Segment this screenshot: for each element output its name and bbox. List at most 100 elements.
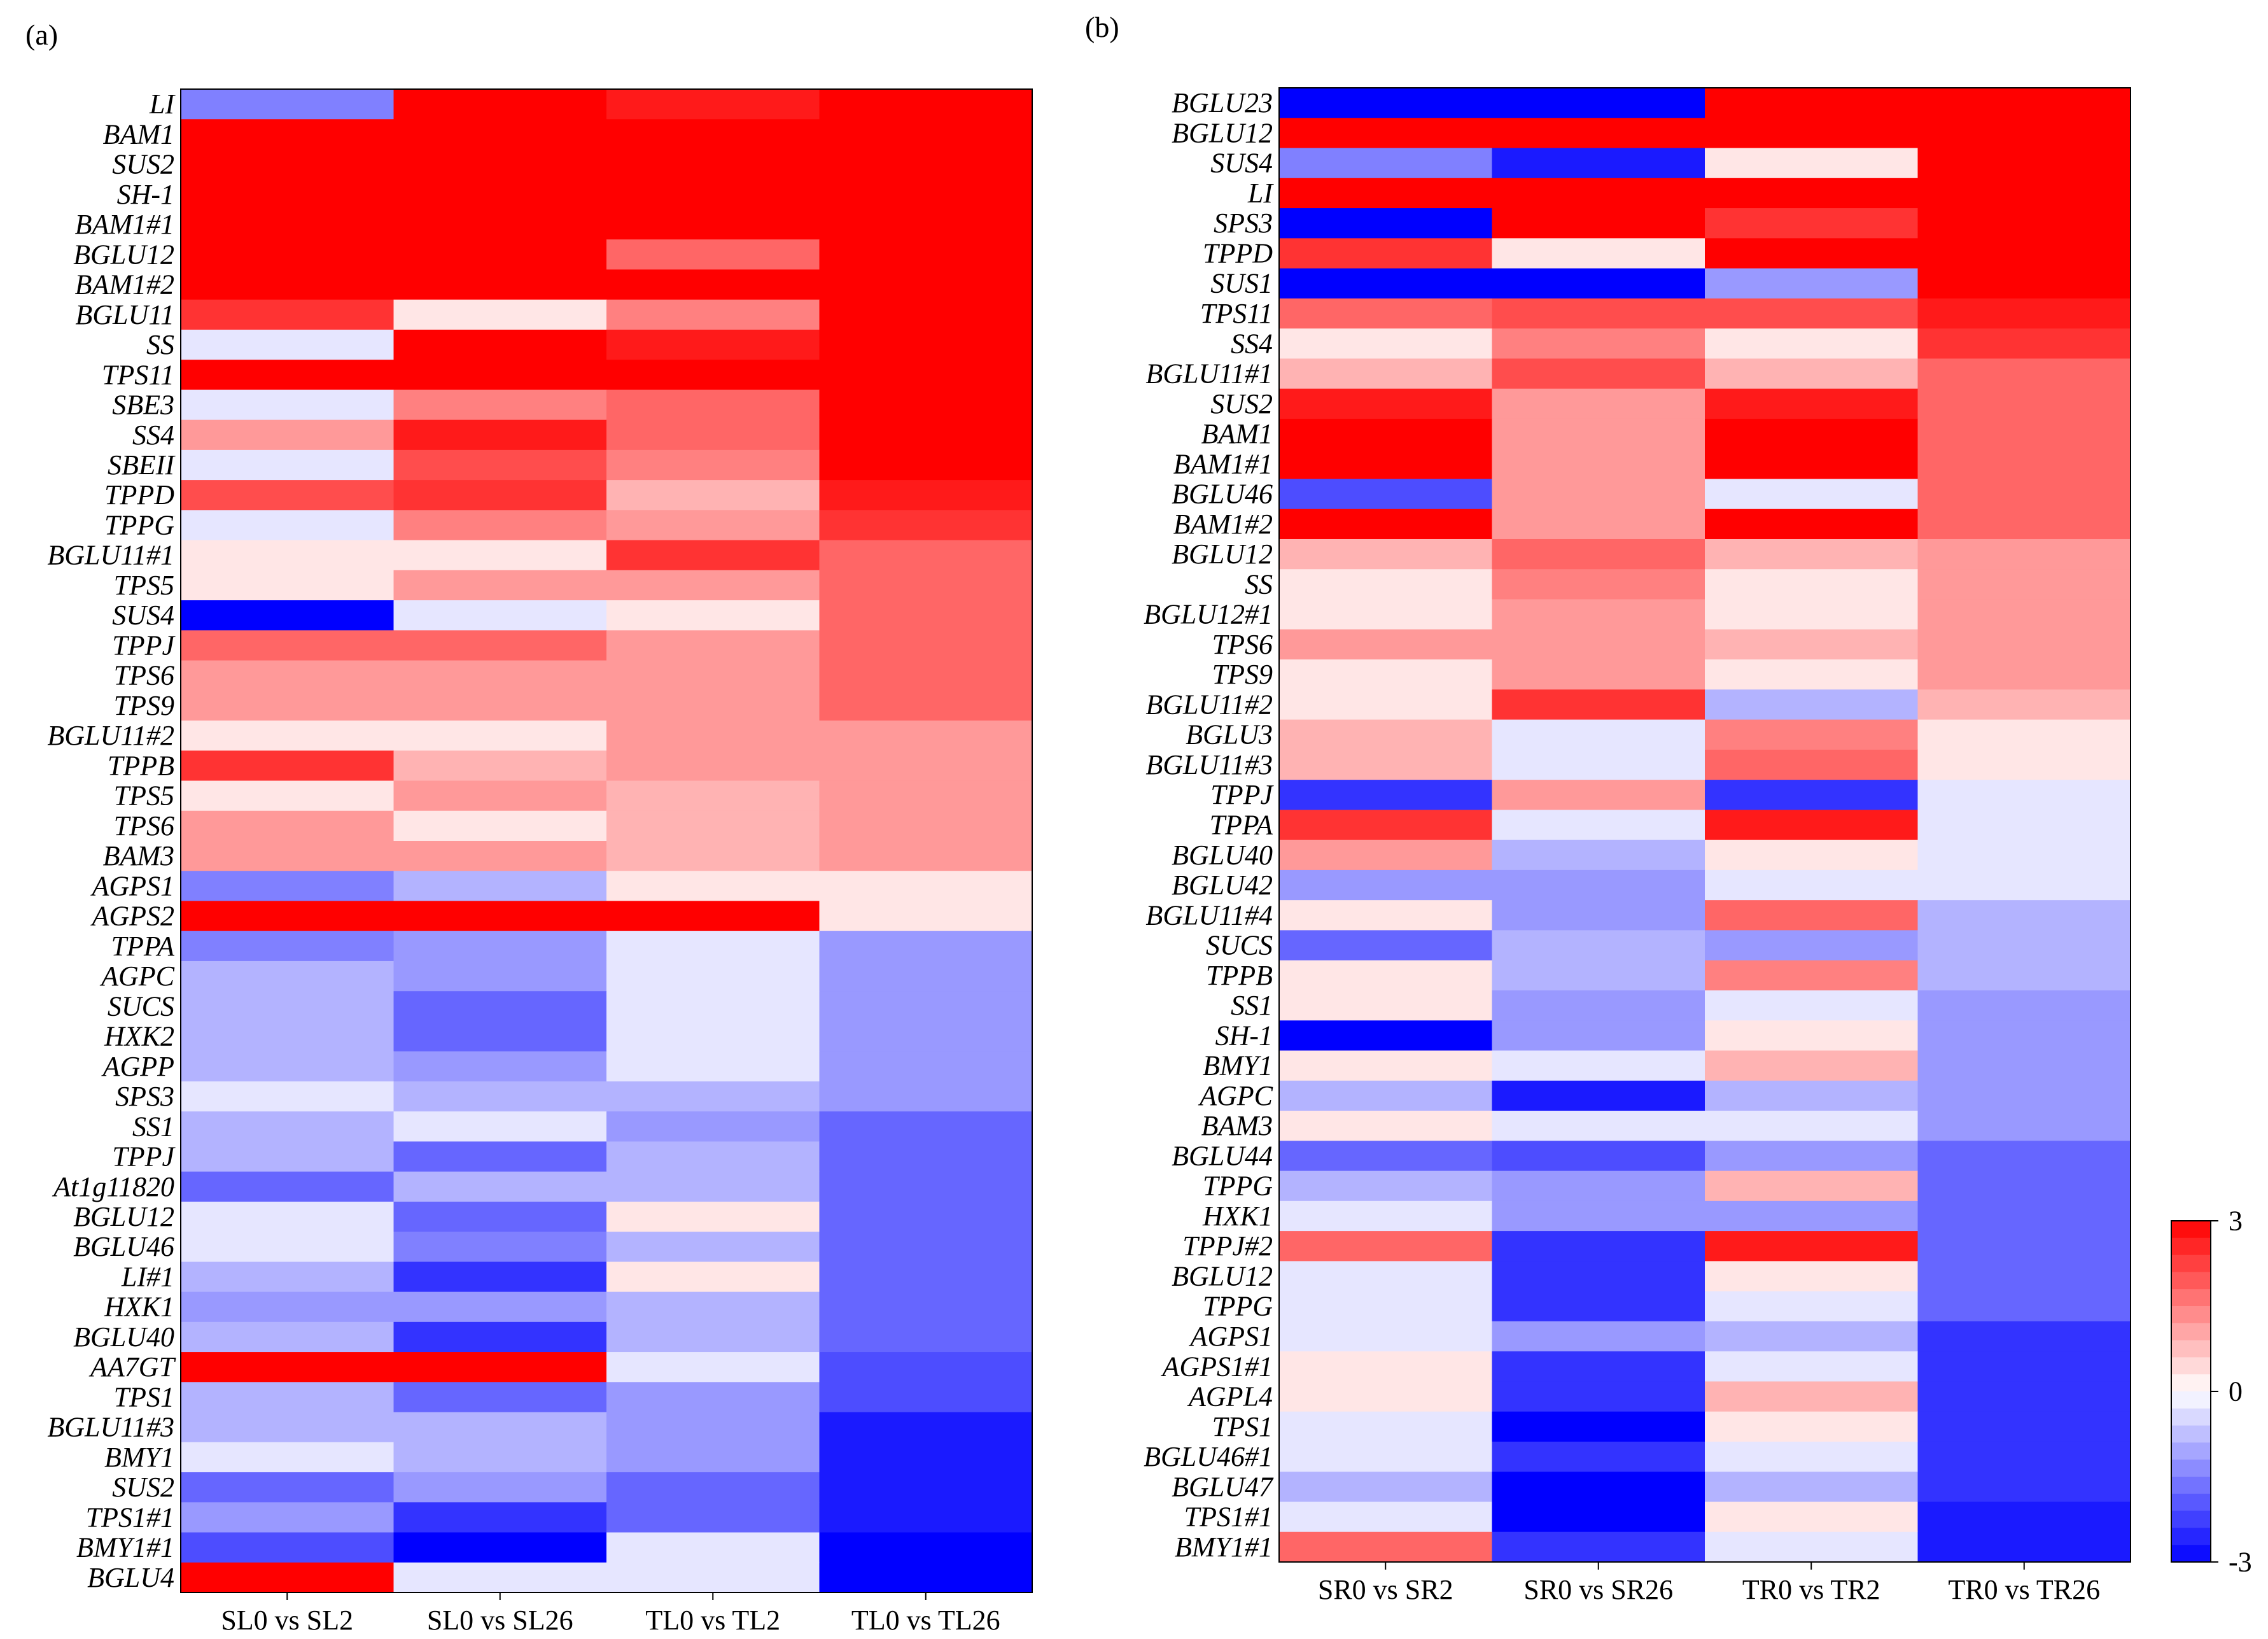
heatmap-cell xyxy=(181,1442,395,1473)
gene-label: SH-1 xyxy=(1215,1020,1273,1051)
heatmap-cell xyxy=(1917,1321,2131,1352)
heatmap-cell xyxy=(1492,178,1705,209)
gene-label: TPPD xyxy=(104,479,174,510)
gene-label: BGLU44 xyxy=(1172,1140,1273,1171)
heatmap-cell xyxy=(393,119,607,150)
heatmap-cell xyxy=(1705,1080,1919,1111)
heatmap-cell xyxy=(393,750,607,782)
heatmap-cell xyxy=(393,510,607,541)
heatmap-cell xyxy=(393,1291,607,1323)
heatmap-cell xyxy=(1917,629,2131,660)
heatmap-cell xyxy=(393,1232,607,1262)
heatmap-cell xyxy=(181,269,395,300)
heatmap-cell xyxy=(1917,449,2131,480)
heatmap-cell xyxy=(819,89,1033,120)
heatmap-cell xyxy=(181,1262,395,1293)
heatmap-cell xyxy=(606,329,820,360)
gene-label: HXK1 xyxy=(104,1291,174,1323)
gene-label: BAM1#2 xyxy=(1173,509,1273,540)
heatmap-cell xyxy=(1279,659,1493,690)
heatmap-cell xyxy=(606,1412,820,1443)
heatmap-cell xyxy=(1279,479,1493,510)
heatmap-cell xyxy=(1705,900,1919,931)
heatmap-cell xyxy=(1492,1171,1705,1202)
gene-label: LI xyxy=(1247,178,1274,209)
heatmap-cell xyxy=(1492,990,1705,1021)
colorbar-band xyxy=(2171,1510,2211,1528)
heatmap-cell xyxy=(1917,840,2131,871)
heatmap-cell xyxy=(606,901,820,932)
heatmap-cell xyxy=(606,119,820,150)
heatmap-cell xyxy=(181,721,395,751)
heatmap-cell xyxy=(1917,118,2131,149)
gene-label: TPS1 xyxy=(1212,1411,1273,1442)
colorbar-band xyxy=(2171,1391,2211,1409)
heatmap-cell xyxy=(1279,780,1493,810)
heatmap-cell xyxy=(1279,749,1493,780)
heatmap-cell xyxy=(181,931,395,962)
heatmap-cell xyxy=(819,1201,1033,1232)
heatmap-cell xyxy=(1917,509,2131,540)
heatmap-cell xyxy=(606,780,820,812)
heatmap-cell xyxy=(393,1021,607,1052)
heatmap-cell xyxy=(1279,1472,1493,1503)
heatmap-cell xyxy=(393,1141,607,1172)
heatmap-cell xyxy=(1279,238,1493,269)
gene-label: SH-1 xyxy=(117,179,174,210)
heatmap-cell xyxy=(1917,1141,2131,1172)
heatmap-cell xyxy=(1705,569,1919,600)
gene-label: BMY1#1 xyxy=(1175,1531,1273,1563)
gene-label: BGLU11#3 xyxy=(47,1412,174,1443)
heatmap-cell xyxy=(1705,1381,1919,1412)
heatmap-cell xyxy=(1492,1200,1705,1232)
heatmap-cell xyxy=(1492,328,1705,359)
heatmap-cell xyxy=(1279,1411,1493,1442)
heatmap-cell xyxy=(181,630,395,661)
heatmap-cell xyxy=(1279,1050,1493,1081)
heatmap-cell xyxy=(1705,1351,1919,1382)
heatmap-cell xyxy=(1492,1351,1705,1382)
colorbar-band xyxy=(2171,1442,2211,1460)
heatmap-cell xyxy=(1705,509,1919,540)
heatmap-cell xyxy=(819,1562,1033,1593)
gene-label: SS4 xyxy=(1231,328,1273,359)
gene-label: BGLU46#1 xyxy=(1144,1441,1273,1472)
heatmap-cell xyxy=(819,1111,1033,1142)
heatmap-cell xyxy=(1705,1261,1919,1292)
heatmap-cell xyxy=(393,1262,607,1293)
heatmap-cell xyxy=(1279,629,1493,660)
heatmap-cell xyxy=(1492,810,1705,841)
heatmap-cell xyxy=(1917,1080,2131,1111)
heatmap-cell xyxy=(393,931,607,962)
heatmap-cell xyxy=(181,901,395,932)
gene-label: SUS4 xyxy=(1210,148,1273,179)
heatmap-cell xyxy=(1917,990,2131,1021)
gene-label: BGLU11#1 xyxy=(47,540,174,571)
heatmap-cell xyxy=(181,1321,395,1353)
heatmap-cell xyxy=(1705,1531,1919,1563)
heatmap-cell xyxy=(1705,118,1919,149)
heatmap-cell xyxy=(819,179,1033,210)
colorbar-band xyxy=(2171,1272,2211,1290)
heatmap-cell xyxy=(1279,358,1493,390)
heatmap-cell xyxy=(1705,1200,1919,1232)
heatmap-cell xyxy=(181,1021,395,1052)
heatmap-cell xyxy=(1705,1321,1919,1352)
gene-label: BAM1#2 xyxy=(75,269,174,300)
gene-label: TPS1#1 xyxy=(86,1502,174,1533)
gene-label: BGLU12 xyxy=(73,1201,174,1232)
heatmap-cell xyxy=(1917,538,2131,570)
heatmap-cell xyxy=(1705,479,1919,510)
heatmap-cell xyxy=(819,1532,1033,1563)
heatmap-cell xyxy=(606,871,820,902)
heatmap-cell xyxy=(819,1021,1033,1052)
heatmap-cell xyxy=(819,901,1033,932)
heatmap-cell xyxy=(1492,599,1705,630)
column-label: TR0 vs TR2 xyxy=(1742,1574,1880,1605)
heatmap-cell xyxy=(1279,1321,1493,1352)
heatmap-cell xyxy=(606,540,820,571)
heatmap-cell xyxy=(181,329,395,360)
gene-label: AGPC xyxy=(1198,1080,1273,1111)
heatmap-cell xyxy=(819,209,1033,240)
gene-label: LI#1 xyxy=(121,1261,174,1292)
